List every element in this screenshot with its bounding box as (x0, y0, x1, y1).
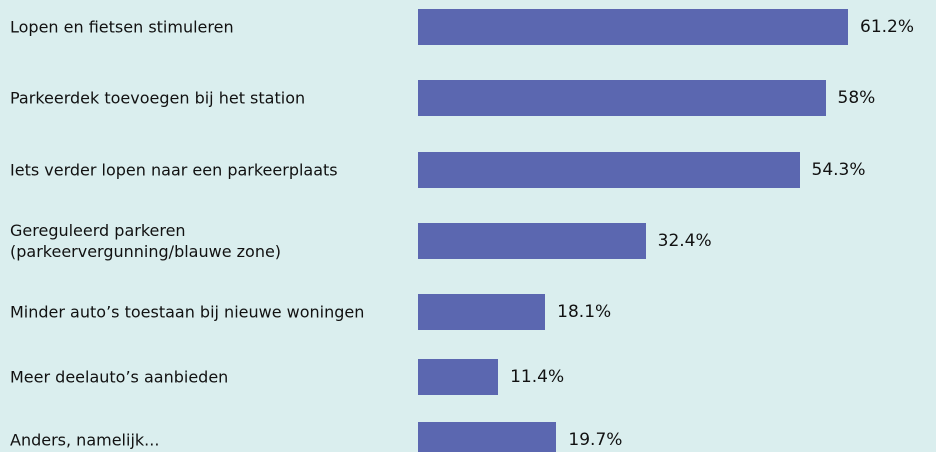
category-label: Iets verder lopen naar een parkeerplaats (10, 160, 338, 180)
value-label: 61.2% (860, 17, 915, 37)
value-label: 18.1% (557, 302, 612, 322)
category-label: Parkeerdek toevoegen bij het station (10, 88, 306, 108)
value-label: 58% (837, 88, 876, 108)
bar (418, 223, 646, 259)
bar (418, 9, 848, 45)
value-label: 32.4% (657, 231, 712, 251)
value-label: 11.4% (510, 367, 565, 387)
category-label: Lopen en fietsen stimuleren (10, 17, 234, 37)
value-label: 54.3% (811, 160, 866, 180)
value-label: 19.7% (568, 430, 623, 450)
category-label: Anders, namelijk... (10, 430, 160, 450)
bar (418, 80, 826, 116)
category-label: Meer deelauto’s aanbieden (10, 367, 229, 387)
bar (418, 294, 546, 330)
bar (418, 152, 800, 188)
category-label: Minder auto’s toestaan bij nieuwe woning… (10, 302, 365, 322)
bar (418, 422, 557, 452)
bar (418, 359, 499, 395)
category-label: Gereguleerd parkeren (parkeervergunning/… (10, 221, 282, 261)
